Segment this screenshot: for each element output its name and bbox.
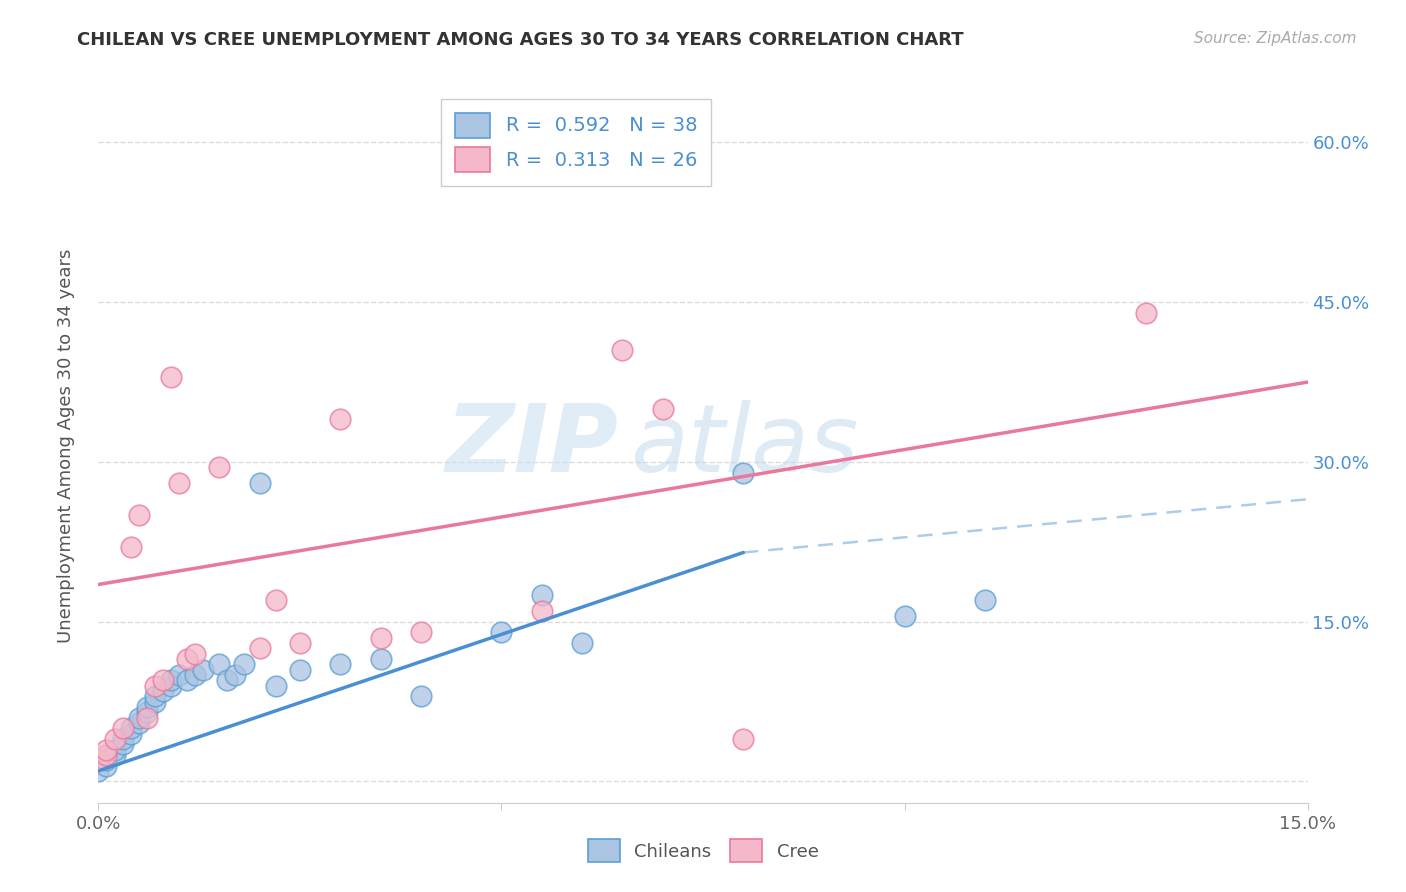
Point [167,476,190,491]
Point [152,673,174,688]
Point [370,631,392,645]
Text: CHILEAN VS CREE UNEMPLOYMENT AMONG AGES 30 TO 34 YEARS CORRELATION CHART: CHILEAN VS CREE UNEMPLOYMENT AMONG AGES … [77,31,965,49]
Point [135,700,157,714]
Point [232,657,254,672]
Point [160,679,183,693]
Point [96,747,118,762]
Point [128,710,150,724]
Point [193,663,215,677]
Point [143,695,166,709]
Point [329,412,352,426]
Point [120,721,142,735]
Text: ZIP: ZIP [446,400,619,492]
Point [167,668,190,682]
Point [733,466,755,480]
Point [893,609,915,624]
Point [128,508,150,523]
Point [288,663,311,677]
Point [571,636,593,650]
Point [143,679,166,693]
Point [409,625,432,640]
Point [176,652,198,666]
Point [224,668,246,682]
Point [409,690,432,704]
Point [184,647,207,661]
Point [160,673,183,688]
Point [111,737,134,751]
Point [288,636,311,650]
Legend: R =  0.592   N = 38, R =  0.313   N = 26: R = 0.592 N = 38, R = 0.313 N = 26 [441,99,710,186]
Point [733,731,755,746]
Point [96,742,118,756]
Point [135,710,157,724]
Y-axis label: Unemployment Among Ages 30 to 34 years: Unemployment Among Ages 30 to 34 years [56,249,75,643]
Point [103,747,125,762]
Point [160,369,183,384]
Point [143,690,166,704]
Point [120,540,142,554]
Point [184,668,207,682]
Point [530,604,553,618]
Point [103,742,125,756]
Point [249,641,271,656]
Point [1135,306,1157,320]
Point [120,726,142,740]
Point [329,657,352,672]
Point [612,343,634,358]
Point [370,652,392,666]
Legend: Chileans, Cree: Chileans, Cree [581,832,825,870]
Point [176,673,198,688]
Point [651,401,673,416]
Point [530,588,553,602]
Point [111,721,134,735]
Point [96,758,118,772]
Point [491,625,513,640]
Point [264,679,287,693]
Point [135,706,157,720]
Point [111,731,134,746]
Point [264,593,287,607]
Point [152,684,174,698]
Point [208,657,231,672]
Text: atlas: atlas [630,401,859,491]
Point [96,753,118,767]
Point [87,753,110,767]
Point [249,476,271,491]
Point [217,673,239,688]
Point [103,731,125,746]
Point [128,715,150,730]
Point [87,764,110,778]
Point [208,460,231,475]
Point [974,593,997,607]
Text: Source: ZipAtlas.com: Source: ZipAtlas.com [1194,31,1357,46]
